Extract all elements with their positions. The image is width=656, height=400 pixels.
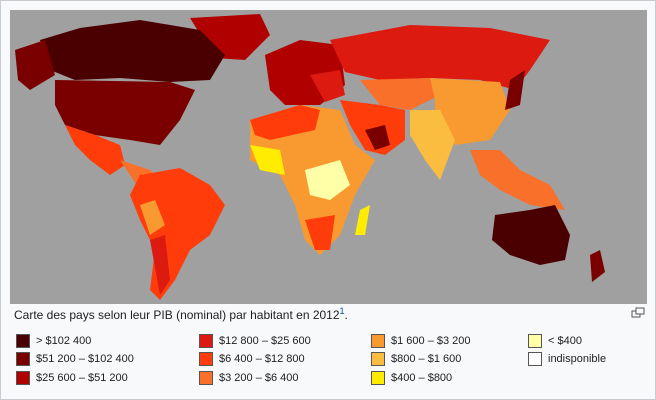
footnote-link[interactable]: 1 [339, 306, 345, 316]
new-zealand [590, 250, 605, 282]
legend-swatch [371, 334, 385, 349]
legend-label: $3 200 – $6 400 [219, 372, 299, 384]
usa [55, 80, 195, 145]
legend-label: $1 600 – $3 200 [391, 335, 471, 347]
caption: Carte des pays selon leur PIB (nominal) … [14, 306, 348, 322]
caption-text: Carte des pays selon leur PIB (nominal) … [14, 308, 340, 322]
legend-item: $1 600 – $3 200 [371, 333, 471, 349]
mexico [65, 125, 125, 175]
legend-swatch [199, 371, 213, 386]
china [430, 78, 510, 145]
russia [330, 25, 550, 90]
legend-label: $25 600 – $51 200 [36, 372, 128, 384]
legend-label: > $102 400 [36, 335, 92, 347]
legend-swatch [16, 334, 30, 349]
legend-item: $12 800 – $25 600 [199, 333, 311, 349]
bolivia [140, 200, 165, 235]
canada [40, 20, 225, 82]
legend-swatch [16, 371, 30, 386]
legend-swatch [528, 352, 542, 367]
legend-swatch [371, 352, 385, 367]
central-asia [360, 78, 440, 110]
legend-label: $800 – $1 600 [391, 353, 462, 365]
legend-item: $400 – $800 [371, 370, 452, 386]
chile-argentina [150, 235, 170, 295]
world-map [10, 10, 647, 304]
eastern-europe [310, 70, 345, 102]
southern-africa [305, 215, 335, 250]
australia [492, 205, 570, 265]
southeast-asia [470, 150, 565, 210]
central-africa [305, 160, 350, 200]
legend-item: $51 200 – $102 400 [16, 351, 134, 367]
legend-item: < $400 [528, 333, 582, 349]
india [410, 110, 455, 180]
enlarge-icon[interactable] [631, 307, 645, 319]
legend-item: $25 600 – $51 200 [16, 370, 128, 386]
legend-item: $800 – $1 600 [371, 351, 461, 367]
north-africa [250, 105, 320, 140]
legend-swatch [199, 352, 213, 367]
legend-swatch [528, 334, 542, 349]
legend-label: $51 200 – $102 400 [36, 353, 134, 365]
legend-item: $6 400 – $12 800 [199, 351, 305, 367]
legend-label: < $400 [548, 335, 582, 347]
legend-label: $6 400 – $12 800 [219, 353, 305, 365]
caption-end: . [344, 308, 348, 322]
japan [505, 70, 525, 110]
legend-swatch [371, 371, 385, 386]
gulf [365, 125, 390, 150]
west-africa [250, 145, 285, 175]
legend-item: indisponible [528, 351, 606, 367]
legend-swatch [199, 334, 213, 349]
alaska [15, 40, 55, 90]
legend-swatch [16, 352, 30, 367]
legend-label: $400 – $800 [391, 372, 453, 384]
legend-item: $3 200 – $6 400 [199, 370, 299, 386]
legend-item: > $102 400 [16, 333, 91, 349]
legend-label: $12 800 – $25 600 [219, 335, 311, 347]
madagascar [355, 205, 370, 235]
legend-label: indisponible [548, 353, 607, 365]
